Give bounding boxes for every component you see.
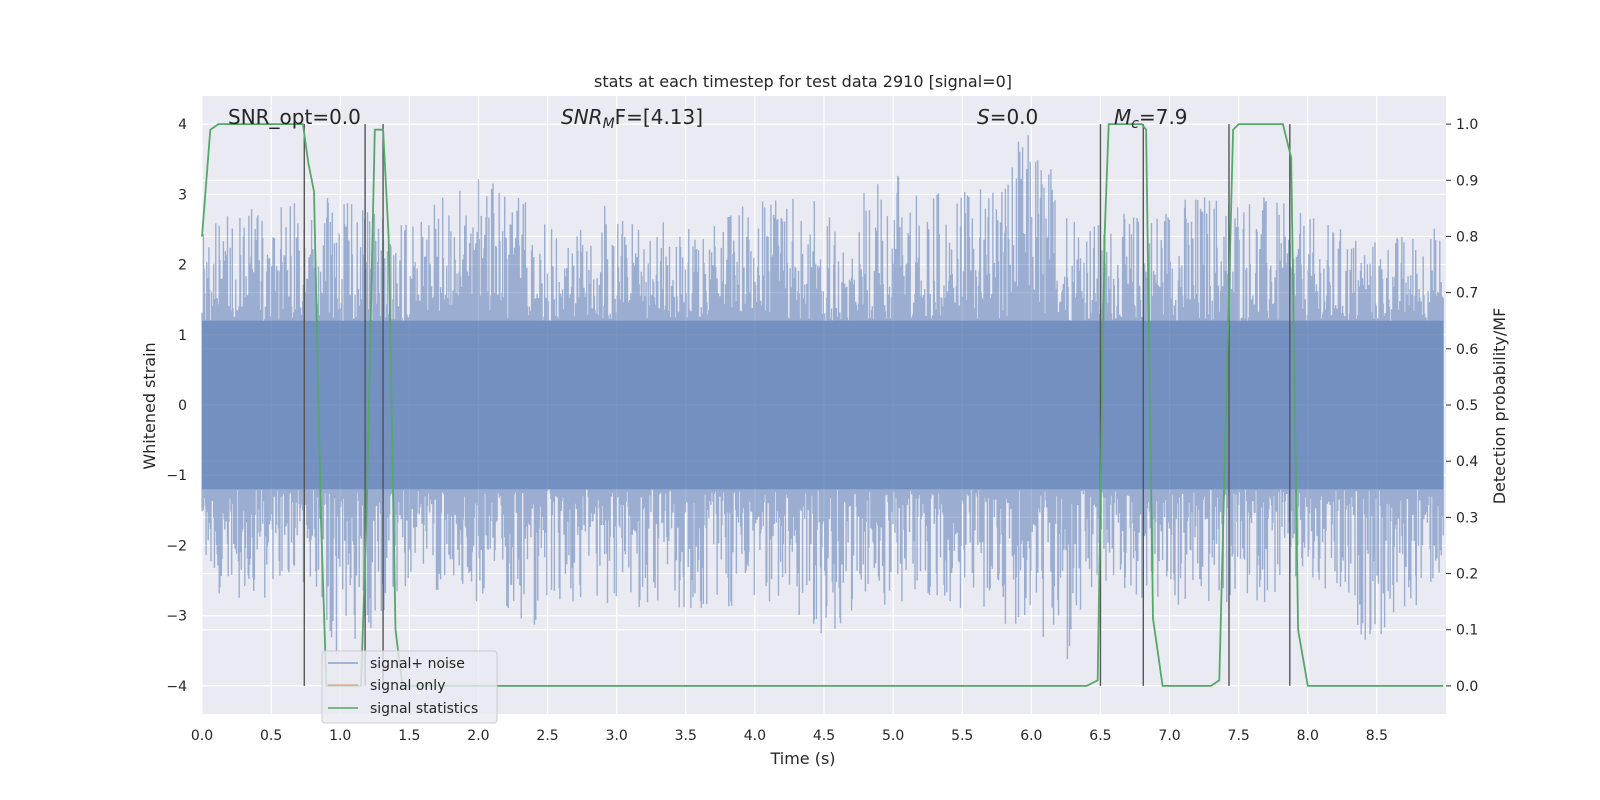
x-tick-label: 7.5 xyxy=(1228,728,1250,744)
annotation-s-value: =0.0 xyxy=(990,105,1039,129)
x-tick-label: 6.0 xyxy=(1020,728,1042,744)
y-tick-label: 4 xyxy=(178,117,187,133)
y-tick-label: 3 xyxy=(178,187,187,203)
x-tick-label: 3.5 xyxy=(675,728,697,744)
noise-core-band xyxy=(202,320,1444,490)
legend-label-noise: signal+ noise xyxy=(370,656,465,672)
legend-label-statistics: signal statistics xyxy=(370,701,478,717)
y-tick-label: 0 xyxy=(178,398,187,414)
chart-title: stats at each timestep for test data 291… xyxy=(594,72,1012,91)
x-tick-label: 5.5 xyxy=(951,728,973,744)
x-tick-label: 8.0 xyxy=(1297,728,1319,744)
annotation-mc-value: =7.9 xyxy=(1139,105,1188,129)
y-ticks-right: 1.0 0.9 0.8 0.7 0.6 0.5 0.4 0.3 0.2 0.1 0.0 xyxy=(1446,117,1478,695)
y-axis-label-right: Detection probability/MF xyxy=(1490,308,1509,505)
x-tick-label: 7.0 xyxy=(1158,728,1180,744)
annotation-mc-subscript: c xyxy=(1131,116,1139,132)
annotation-mc: Mc=7.9 xyxy=(1114,105,1188,132)
annotation-snr-opt: SNR_opt=0.0 xyxy=(228,105,361,129)
annotation-snr-mf-symbol: SNR xyxy=(561,105,603,129)
annotation-s-symbol: S xyxy=(977,105,990,129)
y2-tick-label: 0.6 xyxy=(1456,342,1478,358)
x-tick-label: 3.0 xyxy=(606,728,628,744)
x-tick-label: 0.0 xyxy=(191,728,213,744)
annotation-snr-mf: SNRMF=[4.13] xyxy=(561,105,703,132)
annotation-snr-mf-subscript: M xyxy=(603,116,615,132)
x-tick-label: 4.0 xyxy=(744,728,766,744)
y2-tick-label: 0.7 xyxy=(1456,286,1478,302)
annotation-snr-mf-value: F=[4.13] xyxy=(615,105,703,129)
y2-tick-label: 1.0 xyxy=(1456,117,1478,133)
y2-tick-label: 0.9 xyxy=(1456,173,1478,189)
annotation-s: S=0.0 xyxy=(977,105,1038,129)
x-tick-label: 1.0 xyxy=(329,728,351,744)
y2-tick-label: 0.2 xyxy=(1456,567,1478,583)
y-axis-label: Whitened strain xyxy=(140,342,159,469)
x-axis-label: Time (s) xyxy=(769,749,835,768)
x-tick-label: 0.5 xyxy=(260,728,282,744)
x-tick-label: 1.5 xyxy=(398,728,420,744)
y-tick-label: 2 xyxy=(178,258,187,274)
y-tick-label: −2 xyxy=(166,538,187,554)
y-tick-label: −1 xyxy=(166,468,187,484)
y-tick-label: −4 xyxy=(166,679,187,695)
legend: signal+ noise signal only signal statist… xyxy=(321,650,498,724)
y2-tick-label: 0.3 xyxy=(1456,510,1478,526)
x-ticks: 0.0 0.5 1.0 1.5 2.0 2.5 3.0 3.5 4.0 4.5 5.0 5.5 6.0 6… xyxy=(191,728,1388,744)
y2-tick-label: 0.0 xyxy=(1456,679,1478,695)
statistics-line xyxy=(201,123,1444,687)
y2-tick-label: 0.8 xyxy=(1456,229,1478,245)
y2-tick-label: 0.5 xyxy=(1456,398,1478,414)
y-tick-label: −3 xyxy=(166,609,187,625)
x-tick-label: 4.5 xyxy=(813,728,835,744)
x-tick-label: 2.0 xyxy=(467,728,489,744)
y2-tick-label: 0.4 xyxy=(1456,454,1478,470)
legend-box xyxy=(321,650,498,724)
x-tick-label: 6.5 xyxy=(1089,728,1111,744)
annotation-mc-symbol: M xyxy=(1114,105,1131,129)
y-ticks-left: 4 3 2 1 0 −1 −2 −3 −4 xyxy=(166,117,187,695)
legend-label-signal-only: signal only xyxy=(370,678,445,694)
y2-tick-label: 0.1 xyxy=(1456,623,1478,639)
noise-series xyxy=(201,135,1444,660)
x-tick-label: 2.5 xyxy=(536,728,558,744)
x-tick-label: 8.5 xyxy=(1366,728,1388,744)
y-tick-label: 1 xyxy=(178,328,187,344)
statistics-series xyxy=(201,123,1444,687)
marker-lines xyxy=(303,124,1291,686)
x-tick-label: 5.0 xyxy=(882,728,904,744)
